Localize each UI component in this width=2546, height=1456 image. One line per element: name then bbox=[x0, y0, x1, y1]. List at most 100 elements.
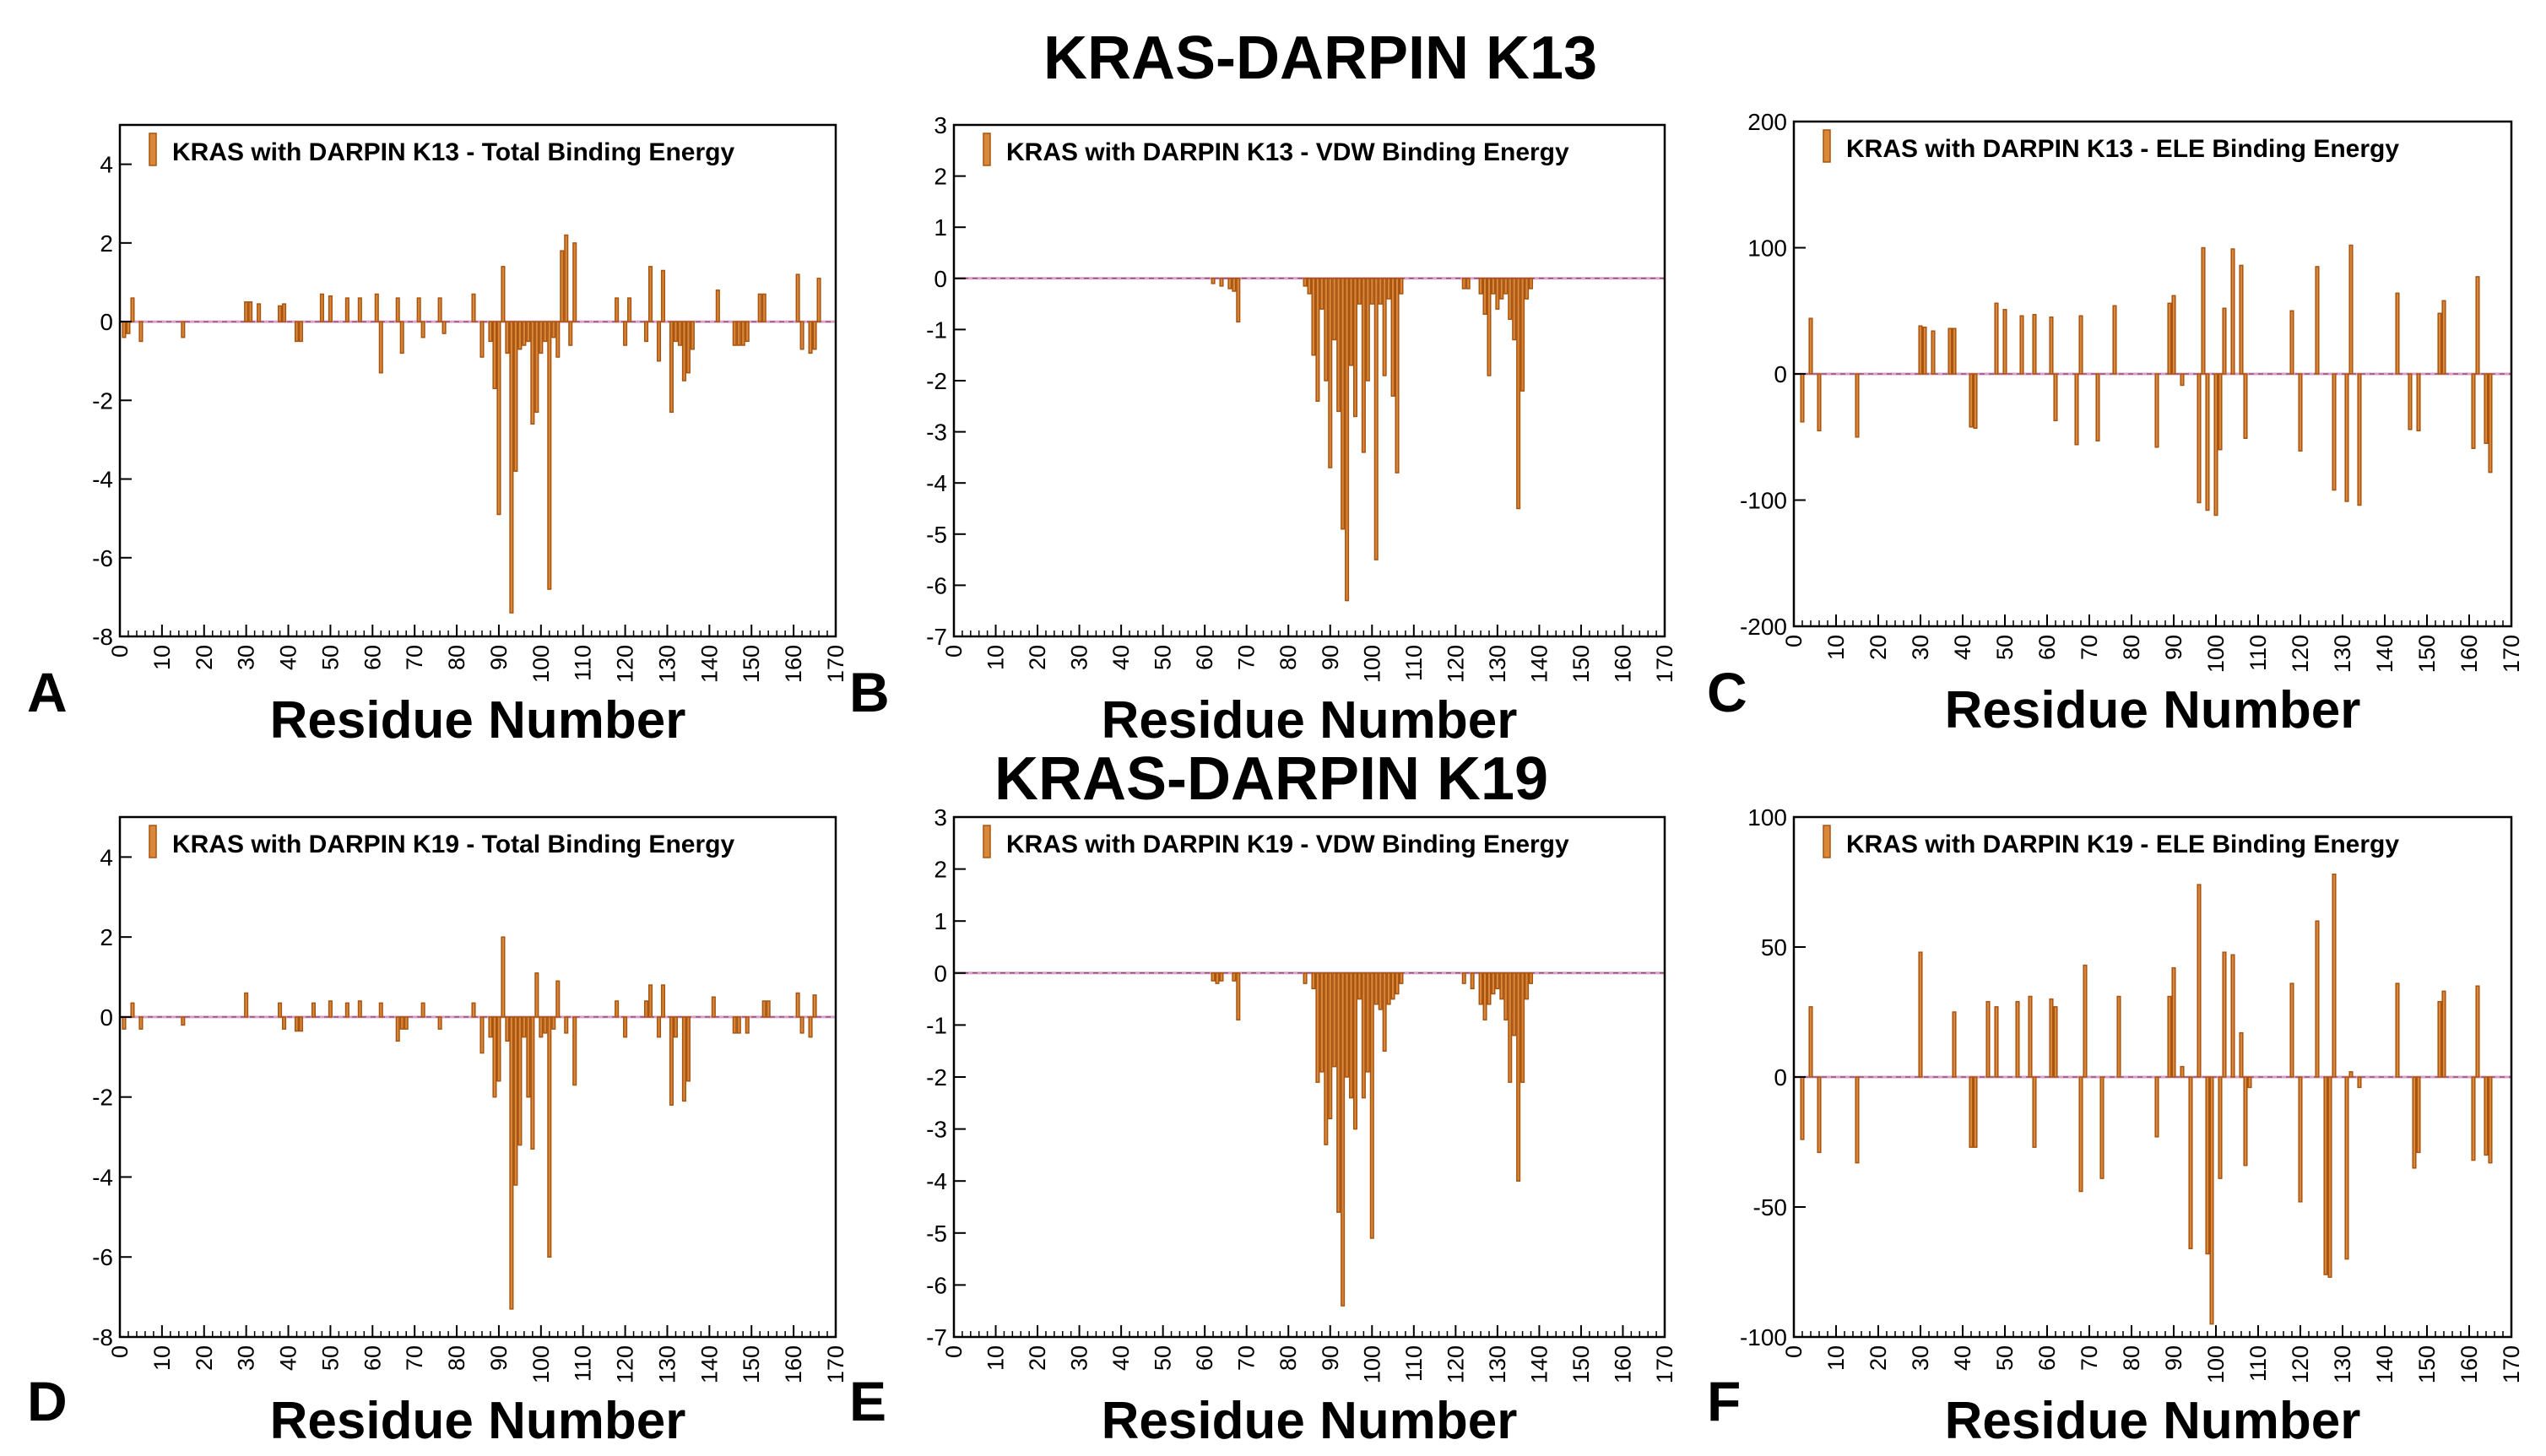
bar-a-53 bbox=[660, 269, 666, 322]
y-axis-label-d: Binding Free Energy Decomposition Δ G (K… bbox=[51, 869, 73, 1344]
bar-c-23 bbox=[2171, 295, 2176, 375]
bar-f-35 bbox=[2315, 920, 2320, 1078]
legend-swatch-d bbox=[149, 825, 157, 858]
bar-e-24 bbox=[1386, 972, 1391, 1005]
x-tick-label-c-11: 110 bbox=[2245, 635, 2271, 671]
x-tick-label-e-10: 100 bbox=[1359, 1345, 1384, 1383]
bar-d-23 bbox=[496, 1016, 501, 1082]
x-tick-label-f-6: 60 bbox=[2034, 1345, 2060, 1371]
y-tick-label-d-0: -8 bbox=[92, 1324, 113, 1350]
bar-d-44 bbox=[656, 1016, 662, 1038]
x-tick-label-d-4: 40 bbox=[276, 1345, 301, 1371]
x-tick-label-b-4: 40 bbox=[1108, 645, 1134, 670]
bar-e-22 bbox=[1378, 972, 1383, 1010]
bar-a-25 bbox=[479, 321, 485, 358]
x-tick-label-f-12: 120 bbox=[2288, 1345, 2313, 1383]
x-axis-label-e: Residue Number bbox=[1102, 1392, 1518, 1450]
bar-c-33 bbox=[2243, 373, 2248, 439]
bar-a-41 bbox=[551, 321, 556, 338]
panel-c: 0 10 20 30 40 50 60 70 80 90 100 110 120 130 140 150 160… bbox=[1704, 104, 2524, 739]
bar-e-25 bbox=[1390, 972, 1395, 1000]
y-axis-label-c: Binding Free Energy Decomposition - ELE … bbox=[1704, 104, 1726, 633]
x-tick-label-d-2: 20 bbox=[192, 1345, 217, 1371]
bar-e-4 bbox=[1236, 972, 1241, 1020]
bar-e-39 bbox=[1516, 972, 1521, 1182]
bar-f-50 bbox=[2488, 1076, 2493, 1164]
bar-d-49 bbox=[685, 1016, 691, 1082]
bar-f-14 bbox=[2053, 1006, 2058, 1078]
bar-f-11 bbox=[2028, 995, 2033, 1078]
bar-d-30 bbox=[526, 1016, 531, 1098]
panel-letter-b: B bbox=[849, 661, 890, 723]
bar-b-24 bbox=[1382, 278, 1387, 376]
bar-a-47 bbox=[615, 297, 620, 322]
bar-b-15 bbox=[1345, 278, 1350, 602]
bar-d-56 bbox=[795, 992, 800, 1018]
bar-f-15 bbox=[2078, 1076, 2083, 1193]
legend-label-b: KRAS with DARPIN K13 - VDW Binding Energ… bbox=[1006, 138, 1569, 166]
y-tick-label-e-2: -5 bbox=[926, 1221, 947, 1247]
panel-letter-c: C bbox=[1707, 661, 1747, 723]
panel-e: 0 10 20 30 40 50 60 70 80 90 100 110 120 130 140 150 160… bbox=[926, 804, 1677, 1450]
x-tick-label-d-10: 100 bbox=[528, 1345, 554, 1383]
legend-label-f: KRAS with DARPIN K19 - ELE Binding Energ… bbox=[1846, 831, 2399, 858]
bar-e-42 bbox=[1528, 972, 1534, 984]
x-tick-label-b-9: 90 bbox=[1318, 645, 1343, 670]
bar-a-15 bbox=[357, 297, 362, 322]
bar-a-58 bbox=[685, 321, 691, 374]
x-tick-label-e-9: 90 bbox=[1318, 1345, 1343, 1371]
bar-d-10 bbox=[328, 1000, 333, 1018]
x-tick-label-a-7: 70 bbox=[402, 645, 427, 670]
x-tick-label-a-8: 80 bbox=[444, 645, 469, 670]
bar-e-17 bbox=[1357, 972, 1362, 1000]
bar-e-20 bbox=[1369, 972, 1374, 1239]
bar-c-5 bbox=[1922, 326, 1927, 375]
x-tick-label-a-11: 110 bbox=[571, 645, 596, 681]
bar-a-30 bbox=[505, 321, 510, 355]
bar-a-28 bbox=[496, 321, 501, 516]
bar-f-45 bbox=[2437, 1000, 2442, 1078]
bar-b-36 bbox=[1499, 278, 1504, 300]
bar-b-40 bbox=[1516, 278, 1521, 510]
bar-f-9 bbox=[1994, 1006, 1999, 1078]
bar-e-37 bbox=[1508, 972, 1513, 1083]
panel-letter-e: E bbox=[849, 1370, 887, 1432]
y-axis-label-f: Binding Free Energy Decomposition - ELE … bbox=[1704, 815, 1726, 1344]
bar-a-19 bbox=[399, 321, 404, 355]
bar-b-11 bbox=[1328, 278, 1333, 468]
bar-e-40 bbox=[1520, 972, 1525, 1083]
x-tick-label-e-12: 120 bbox=[1443, 1345, 1468, 1383]
bar-b-5 bbox=[1303, 278, 1308, 287]
bar-e-12 bbox=[1336, 972, 1341, 1213]
bar-a-27 bbox=[492, 321, 497, 390]
bar-e-13 bbox=[1341, 972, 1346, 1307]
bar-c-21 bbox=[2154, 373, 2159, 448]
panel-a: 0 10 20 30 40 50 60 70 80 90 100 110 120 130 140 150 160… bbox=[92, 123, 848, 750]
bar-a-71 bbox=[816, 278, 821, 322]
y-tick-label-e-7: 0 bbox=[934, 961, 947, 987]
bar-e-28 bbox=[1461, 972, 1466, 984]
legend-label-d: KRAS with DARPIN K19 - Total Binding Ene… bbox=[172, 831, 734, 858]
x-tick-label-c-2: 20 bbox=[1866, 635, 1891, 660]
x-tick-label-a-12: 120 bbox=[613, 645, 638, 683]
bar-b-9 bbox=[1319, 278, 1324, 310]
x-axis-label-b: Residue Number bbox=[1102, 691, 1518, 750]
bar-d-5 bbox=[278, 1002, 283, 1018]
x-axis-label-c: Residue Number bbox=[1945, 681, 2361, 739]
bar-d-22 bbox=[492, 1016, 497, 1098]
bar-b-43 bbox=[1528, 278, 1534, 290]
x-tick-label-a-4: 40 bbox=[276, 645, 301, 670]
x-tick-label-c-13: 130 bbox=[2330, 635, 2355, 673]
bar-c-49 bbox=[2488, 373, 2493, 474]
bar-f-0 bbox=[1800, 1076, 1805, 1140]
bar-b-41 bbox=[1520, 278, 1525, 392]
bar-d-2 bbox=[138, 1016, 144, 1030]
bar-d-8 bbox=[298, 1016, 304, 1032]
bar-f-3 bbox=[1855, 1076, 1860, 1164]
bar-f-16 bbox=[2083, 964, 2088, 1078]
x-tick-label-d-12: 120 bbox=[613, 1345, 638, 1383]
y-tick-label-b-8: 1 bbox=[934, 214, 947, 241]
x-tick-label-e-16: 160 bbox=[1610, 1345, 1635, 1383]
bar-e-2 bbox=[1219, 972, 1224, 982]
bar-f-39 bbox=[2344, 1076, 2349, 1260]
